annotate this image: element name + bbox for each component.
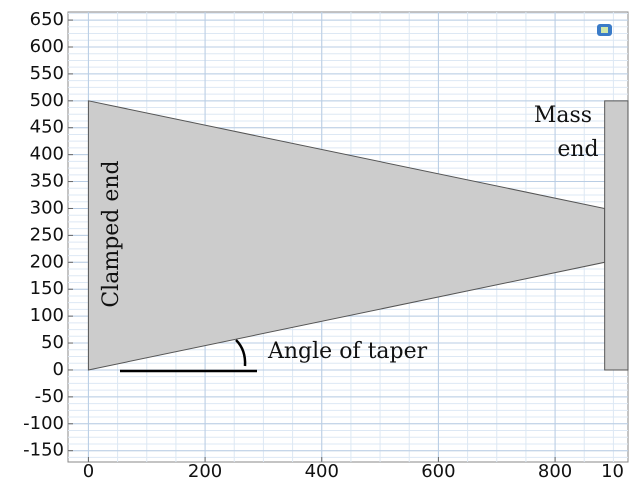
x-tick-label: 600 [421,461,455,482]
y-tick-label: 50 [41,332,64,353]
y-tick-label: 400 [30,144,64,165]
annotation: Clamped end [99,160,124,307]
y-tick-label: 500 [30,90,64,111]
y-tick-label: 650 [30,9,64,30]
annotation: Angle of taper [267,339,428,364]
y-tick-label: 450 [30,117,64,138]
y-tick-label: 250 [30,224,64,245]
y-tick-label: 300 [30,197,64,218]
shapes [87,100,629,371]
y-tick-label: 200 [30,251,64,272]
view-icon[interactable] [597,24,612,36]
y-tick-label: 550 [30,63,64,84]
y-tick-label: 150 [30,278,64,299]
angle-arc [235,339,247,367]
y-tick-label: -150 [23,440,64,461]
x-tick-label: 800 [538,461,572,482]
annotation: end [557,137,598,162]
y-tick-label: 600 [30,36,64,57]
x-tick-label: 400 [305,461,339,482]
icon-face[interactable] [601,27,608,33]
y-tick-label: -50 [35,386,64,407]
y-tick-label: 100 [30,305,64,326]
x-tick-label: 0 [83,461,94,482]
x-tick-label: 200 [188,461,222,482]
x-tick-label: 10 [601,461,624,482]
domain-mass [604,100,629,371]
y-tick-label: 350 [30,171,64,192]
annotation: Mass [534,103,592,128]
y-tick-label: -100 [23,413,64,434]
y-tick-label: 0 [53,359,64,380]
